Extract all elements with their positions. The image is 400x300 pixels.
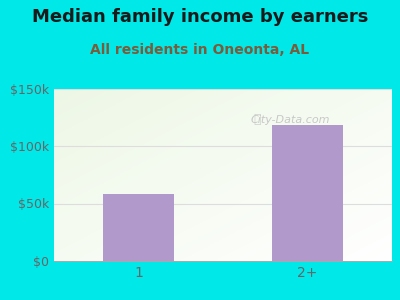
- Text: Median family income by earners: Median family income by earners: [32, 8, 368, 26]
- Text: City-Data.com: City-Data.com: [251, 115, 330, 124]
- Text: All residents in Oneonta, AL: All residents in Oneonta, AL: [90, 44, 310, 58]
- Bar: [103, 194, 174, 261]
- Bar: [272, 125, 343, 261]
- Text: ⧉: ⧉: [253, 113, 260, 126]
